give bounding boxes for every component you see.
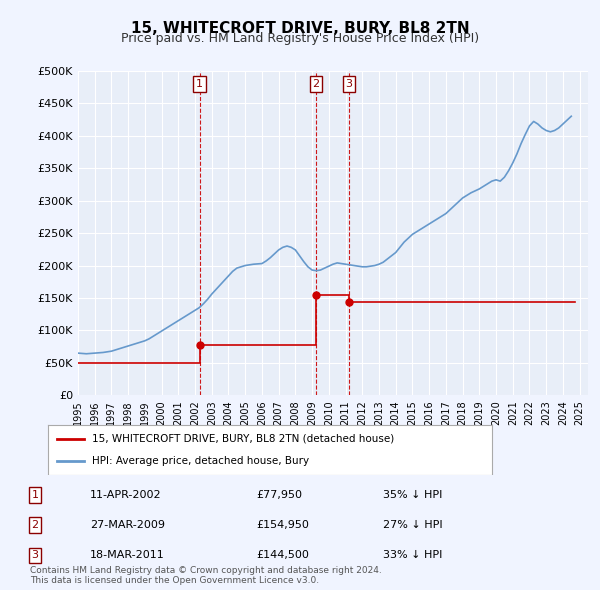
Text: 2: 2 xyxy=(31,520,38,530)
Text: 27-MAR-2009: 27-MAR-2009 xyxy=(90,520,165,530)
Text: 1: 1 xyxy=(32,490,38,500)
Text: 33% ↓ HPI: 33% ↓ HPI xyxy=(383,550,442,560)
Text: 15, WHITECROFT DRIVE, BURY, BL8 2TN (detached house): 15, WHITECROFT DRIVE, BURY, BL8 2TN (det… xyxy=(92,434,395,444)
Text: Price paid vs. HM Land Registry's House Price Index (HPI): Price paid vs. HM Land Registry's House … xyxy=(121,32,479,45)
Text: 35% ↓ HPI: 35% ↓ HPI xyxy=(383,490,442,500)
Text: 2: 2 xyxy=(313,79,320,88)
Text: This data is licensed under the Open Government Licence v3.0.: This data is licensed under the Open Gov… xyxy=(30,576,319,585)
Text: £154,950: £154,950 xyxy=(256,520,309,530)
Text: Contains HM Land Registry data © Crown copyright and database right 2024.: Contains HM Land Registry data © Crown c… xyxy=(30,566,382,575)
Text: 11-APR-2002: 11-APR-2002 xyxy=(90,490,162,500)
Text: 3: 3 xyxy=(32,550,38,560)
Text: 15, WHITECROFT DRIVE, BURY, BL8 2TN: 15, WHITECROFT DRIVE, BURY, BL8 2TN xyxy=(131,21,469,35)
Text: £77,950: £77,950 xyxy=(256,490,302,500)
Text: 18-MAR-2011: 18-MAR-2011 xyxy=(90,550,165,560)
Text: £144,500: £144,500 xyxy=(256,550,309,560)
Text: HPI: Average price, detached house, Bury: HPI: Average price, detached house, Bury xyxy=(92,456,310,466)
Text: 1: 1 xyxy=(196,79,203,88)
Text: 3: 3 xyxy=(346,79,353,88)
Text: 27% ↓ HPI: 27% ↓ HPI xyxy=(383,520,442,530)
